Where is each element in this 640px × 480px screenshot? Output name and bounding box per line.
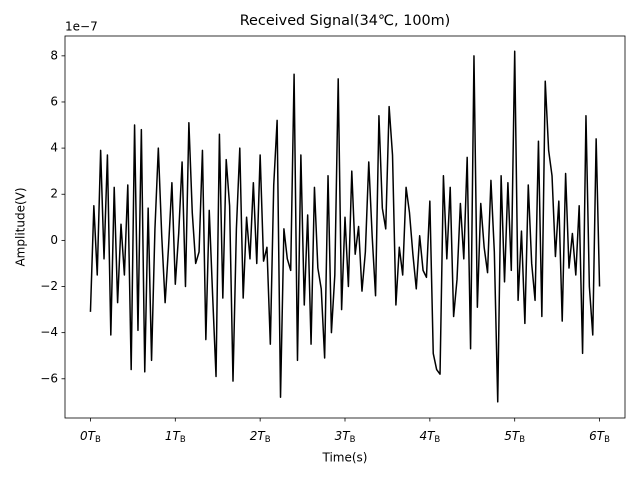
x-tick-label-subscript: B	[180, 435, 186, 445]
y-tick-label: 8	[50, 48, 58, 62]
chart-title: Received Signal(34℃, 100m)	[240, 13, 451, 29]
x-tick-label: 3TB	[335, 429, 356, 445]
x-tick-label-subscript: B	[434, 435, 440, 445]
x-tick-label-main: 6T	[589, 429, 606, 443]
x-tick-label-main: 0T	[80, 429, 97, 443]
x-tick-label-main: 5T	[504, 429, 521, 443]
y-tick-label: −4	[40, 325, 58, 339]
x-tick-label: 4TB	[419, 429, 440, 445]
y-tick-label: 4	[50, 141, 58, 155]
x-tick-label: 5TB	[504, 429, 525, 445]
y-tick-label: −6	[40, 371, 58, 385]
x-axis-label: Time(s)	[322, 451, 368, 465]
x-tick-label-main: 2T	[250, 429, 267, 443]
x-tick-label: 0TB	[80, 429, 101, 445]
signal-line	[89, 50, 601, 403]
plot-frame	[64, 35, 626, 419]
y-offset-label: 1e−7	[65, 20, 98, 34]
x-tick-label: 2TB	[250, 429, 271, 445]
y-axis-label: Amplitude(V)	[14, 187, 28, 266]
x-tick-label-subscript: B	[350, 435, 356, 445]
x-tick-label: 6TB	[589, 429, 610, 445]
x-tick-label-subscript: B	[604, 435, 610, 445]
x-tick-label: 1TB	[165, 429, 186, 445]
y-tick-label: 6	[50, 94, 58, 108]
x-tick-label-subscript: B	[265, 435, 271, 445]
x-tick-label-subscript: B	[95, 435, 101, 445]
y-tick-label: 0	[50, 233, 58, 247]
x-tick-label-subscript: B	[519, 435, 525, 445]
y-tick-label: −2	[40, 279, 58, 293]
x-tick-label-main: 3T	[335, 429, 352, 443]
x-tick-label-main: 4T	[419, 429, 436, 443]
y-tick-label: 2	[50, 187, 58, 201]
x-tick-label-main: 1T	[165, 429, 182, 443]
